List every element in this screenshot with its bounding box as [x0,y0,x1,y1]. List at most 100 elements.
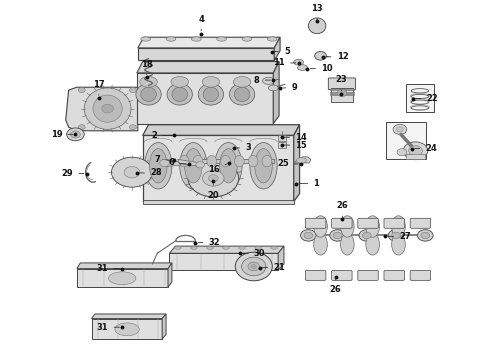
FancyBboxPatch shape [305,270,326,280]
Ellipse shape [294,59,303,65]
Text: 9: 9 [283,84,297,93]
Ellipse shape [359,230,374,241]
Ellipse shape [396,127,403,132]
Text: 28: 28 [140,168,162,177]
Ellipse shape [71,131,80,138]
Ellipse shape [366,216,379,237]
Ellipse shape [191,247,197,249]
Text: 18: 18 [141,60,152,75]
Ellipse shape [235,252,272,281]
Ellipse shape [392,234,405,255]
Text: 5: 5 [274,47,290,56]
Ellipse shape [407,154,411,157]
Ellipse shape [141,87,156,102]
Ellipse shape [255,247,262,249]
FancyBboxPatch shape [332,270,352,280]
Polygon shape [170,246,284,253]
Text: 24: 24 [415,144,437,153]
Ellipse shape [268,37,277,41]
Polygon shape [137,62,279,73]
Polygon shape [77,263,172,269]
Ellipse shape [248,262,260,271]
Text: 29: 29 [62,169,84,178]
Bar [406,154,425,159]
Ellipse shape [242,257,266,276]
Ellipse shape [67,128,84,141]
Ellipse shape [78,125,85,130]
Ellipse shape [271,247,278,249]
Text: 7: 7 [154,155,171,164]
Polygon shape [274,37,280,60]
Polygon shape [294,157,311,163]
Polygon shape [138,48,274,60]
Polygon shape [143,135,294,202]
Ellipse shape [419,154,423,157]
Text: 15: 15 [284,140,307,149]
Ellipse shape [198,84,223,105]
Ellipse shape [262,156,272,167]
Polygon shape [137,73,273,123]
FancyBboxPatch shape [410,270,431,280]
Ellipse shape [341,234,354,255]
Ellipse shape [174,247,181,249]
Ellipse shape [229,84,255,105]
FancyBboxPatch shape [328,78,356,90]
Ellipse shape [250,143,277,189]
Ellipse shape [166,37,176,41]
Ellipse shape [220,149,237,183]
Text: 31: 31 [97,323,120,332]
Polygon shape [162,159,181,166]
Polygon shape [162,314,166,339]
Bar [406,84,434,112]
Bar [331,88,353,102]
Ellipse shape [129,87,136,93]
Ellipse shape [141,37,150,41]
Ellipse shape [188,160,239,197]
Ellipse shape [233,77,251,87]
Ellipse shape [239,247,245,249]
Text: 32: 32 [198,238,220,247]
FancyBboxPatch shape [384,218,404,228]
Ellipse shape [112,157,152,187]
Polygon shape [143,125,299,135]
FancyBboxPatch shape [305,218,326,228]
Ellipse shape [248,156,258,167]
Bar [386,122,426,159]
Ellipse shape [179,156,189,167]
FancyBboxPatch shape [410,218,431,228]
Text: 10: 10 [310,64,333,73]
Ellipse shape [255,149,272,183]
Ellipse shape [84,88,131,129]
Ellipse shape [196,162,204,168]
Bar [278,142,286,148]
Ellipse shape [234,156,244,167]
Ellipse shape [220,156,230,167]
Text: 17: 17 [93,80,105,95]
Ellipse shape [140,77,157,87]
Text: 23: 23 [336,75,347,91]
Ellipse shape [333,232,342,239]
Ellipse shape [192,37,201,41]
Ellipse shape [102,104,114,113]
Ellipse shape [207,156,217,167]
Ellipse shape [242,37,252,41]
Text: 1: 1 [299,179,319,188]
Bar [143,200,294,204]
Ellipse shape [203,87,219,102]
FancyBboxPatch shape [358,218,378,228]
Ellipse shape [129,125,136,130]
Text: 26: 26 [330,277,342,294]
Polygon shape [170,253,278,270]
Text: 12: 12 [326,52,348,61]
Ellipse shape [124,166,140,178]
Ellipse shape [315,51,326,60]
Ellipse shape [145,143,172,189]
Text: 22: 22 [416,94,439,103]
Ellipse shape [366,234,379,255]
Bar [330,89,354,90]
Text: 27: 27 [388,232,411,241]
Ellipse shape [222,247,229,249]
Text: 13: 13 [311,4,323,21]
Ellipse shape [167,84,193,105]
Ellipse shape [208,175,218,182]
